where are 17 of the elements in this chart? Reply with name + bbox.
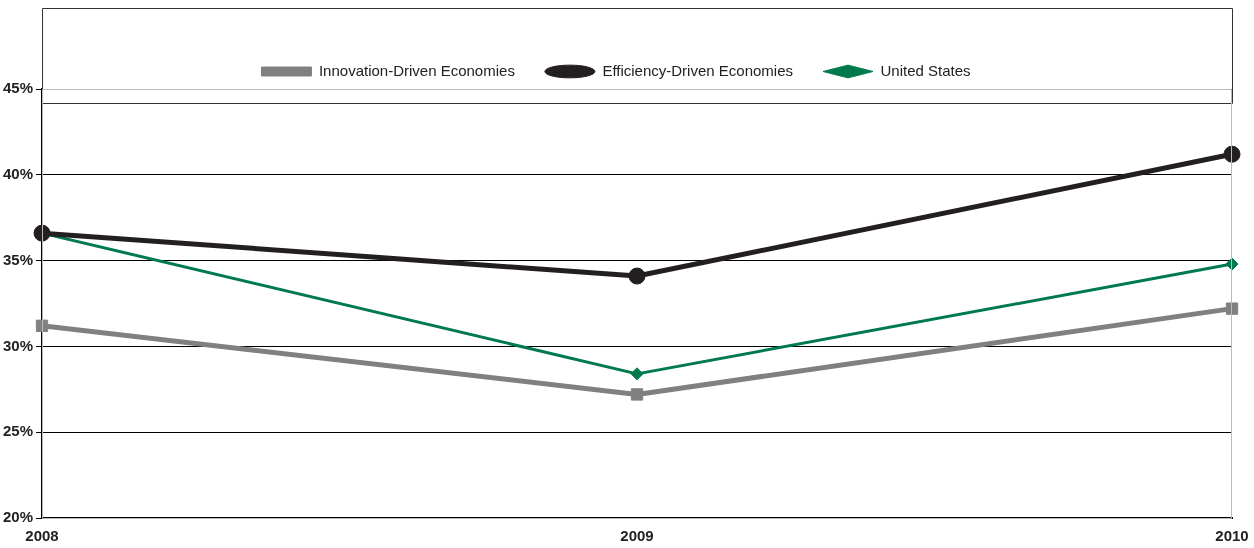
y-tick-label: 45% bbox=[2, 79, 34, 97]
point bbox=[630, 367, 644, 381]
point bbox=[630, 388, 644, 401]
y-tick-label: 40% bbox=[2, 164, 34, 182]
point bbox=[1223, 145, 1241, 163]
legend-label: Innovation-Driven Economies bbox=[318, 61, 515, 79]
y-tick-label: 20% bbox=[2, 508, 34, 526]
y-tick-label: 30% bbox=[2, 336, 34, 354]
legend-label: Efficiency-Driven Economies bbox=[602, 61, 794, 79]
x-tick-label: 2008 bbox=[25, 527, 59, 545]
point bbox=[628, 267, 646, 285]
y-tick-label: 25% bbox=[2, 422, 34, 440]
point bbox=[1225, 302, 1239, 315]
x-tick-label: 2009 bbox=[620, 527, 654, 545]
y-tick-label: 35% bbox=[2, 250, 34, 268]
x-tick-label: 2010 bbox=[1215, 527, 1249, 545]
legend-label: United States bbox=[880, 61, 971, 79]
